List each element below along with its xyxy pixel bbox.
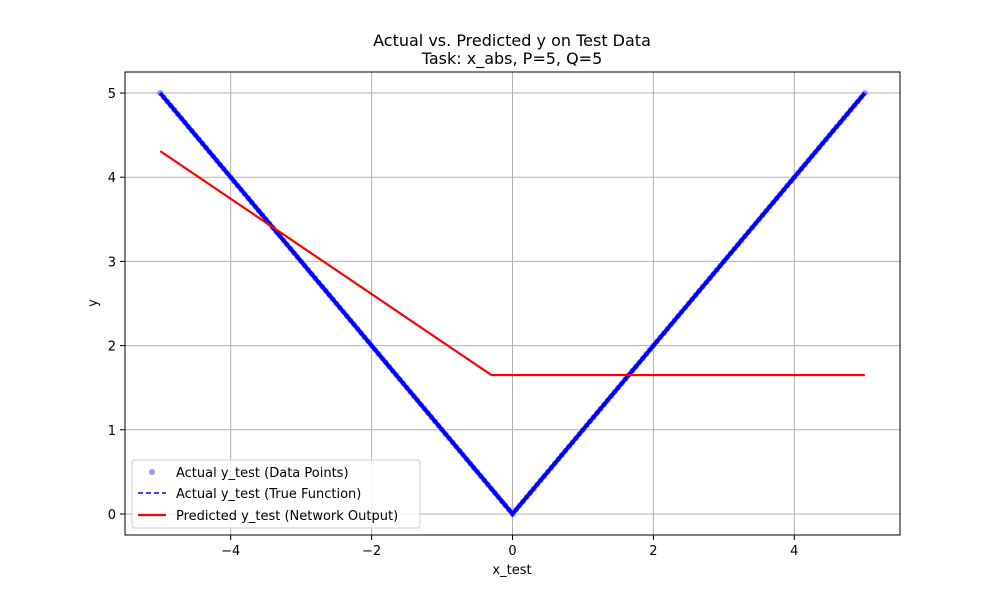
y-tick-label: 0 (108, 508, 116, 523)
y-tick-label: 2 (108, 340, 116, 355)
legend-box (131, 459, 421, 529)
x-axis-label: x_test (492, 563, 531, 578)
x-tick-label: −2 (362, 544, 381, 559)
x-tick-label: −4 (221, 544, 240, 559)
predicted-line (159, 150, 865, 377)
y-tick-label: 5 (108, 87, 116, 102)
legend-label: Actual y_test (Data Points) (176, 466, 349, 481)
y-axis-label: y (86, 299, 101, 307)
legend: Actual y_test (Data Points) Actual y_test… (131, 459, 421, 529)
x-tick-label: 0 (508, 544, 516, 559)
chart-subtitle: Task: x_abs, P=5, Q=5 (421, 49, 603, 69)
y-tick-label: 1 (108, 424, 116, 439)
true-function-line (158, 91, 867, 518)
plot-area (157, 90, 868, 518)
y-tick-label: 3 (108, 255, 116, 270)
chart-title: Actual vs. Predicted y on Test Data (373, 31, 651, 50)
x-tick-label: 4 (790, 544, 798, 559)
legend-label: Actual y_test (True Function) (176, 487, 361, 502)
y-tick-label: 4 (108, 171, 116, 186)
legend-label: Predicted y_test (Network Output) (176, 509, 398, 524)
legend-marker-scatter (149, 469, 155, 475)
x-tick-label: 2 (649, 544, 657, 559)
ticks: −4 −2 0 2 4 0 1 2 3 4 5 (108, 87, 799, 559)
